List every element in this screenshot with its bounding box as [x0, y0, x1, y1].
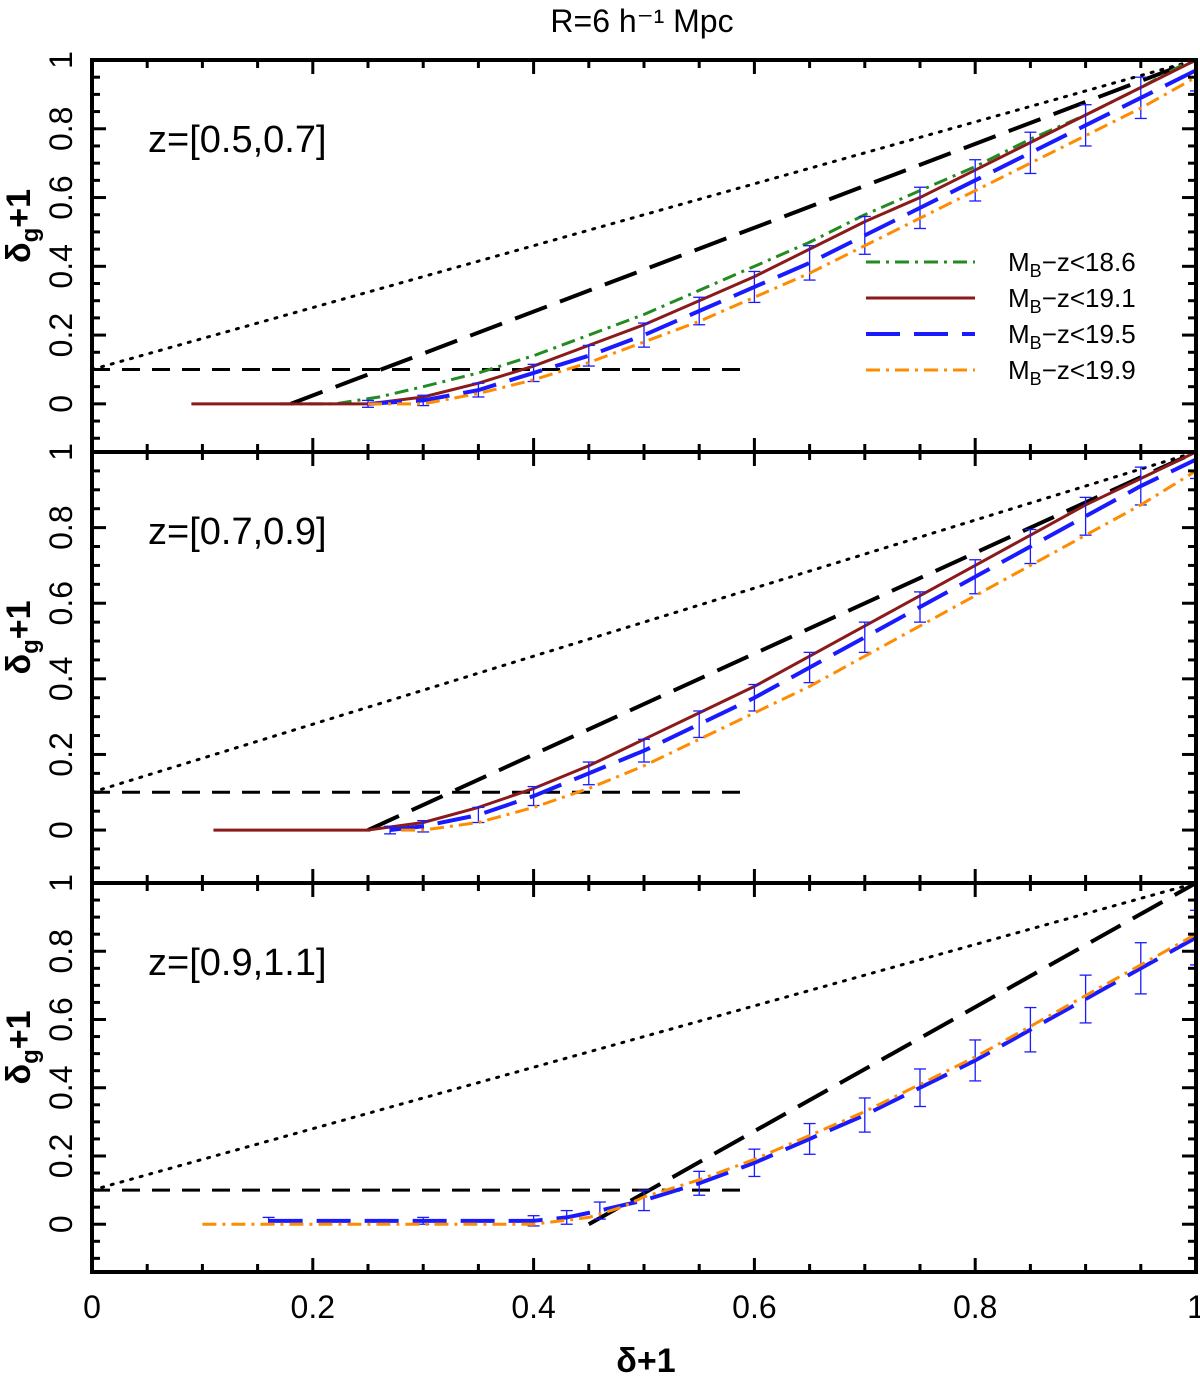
x-tick-label: 0 — [83, 1289, 101, 1325]
chart-title: R=6 h⁻¹ Mpc — [550, 3, 733, 39]
x-tick-label: 0.6 — [732, 1289, 776, 1325]
y-tick-label: 0.8 — [43, 929, 79, 973]
legend: MB−z<18.6MB−z<19.1MB−z<19.5MB−z<19.9 — [866, 247, 1136, 389]
x-tick-label: 0.2 — [291, 1289, 335, 1325]
y-axis-label-subscript: g — [17, 228, 44, 243]
legend-entry-subscript: B — [1030, 297, 1042, 317]
legend-entry-suffix: −z<19.5 — [1042, 319, 1136, 349]
y-tick-label: 0.4 — [43, 657, 79, 701]
legend-entry-label: MB−z<18.6 — [1008, 247, 1136, 281]
y-tick-label: 0 — [43, 395, 79, 413]
legend-entry-suffix: −z<19.1 — [1042, 283, 1136, 313]
panel-plot-area — [92, 60, 1196, 408]
y-tick-label: 0.6 — [43, 581, 79, 625]
legend-entry-suffix: −z<19.9 — [1042, 355, 1136, 385]
panel-plot-area — [92, 883, 1196, 1227]
x-tick-label: 1 — [1187, 1289, 1200, 1325]
y-tick-label: 1 — [43, 51, 79, 69]
y-axis-label-symbol: δ — [0, 654, 38, 675]
y-tick-label: 0.6 — [43, 997, 79, 1041]
y-tick-label: 0.4 — [43, 244, 79, 288]
series-line-mb-z-19-9 — [401, 469, 1196, 832]
y-axis-label-subscript: g — [17, 639, 44, 654]
y-tick-label: 0.2 — [43, 313, 79, 357]
legend-entry-label: MB−z<19.1 — [1008, 283, 1136, 317]
y-tick-label: 0.4 — [43, 1065, 79, 1109]
y-tick-label: 0.2 — [43, 732, 79, 776]
dotted-reference-line — [92, 452, 1196, 794]
y-axis-label: δg+1 — [0, 600, 44, 674]
y-tick-label: 0.8 — [43, 505, 79, 549]
y-axis-label-subscript: g — [17, 1049, 44, 1064]
y-axis-label-suffix: +1 — [0, 189, 38, 228]
panel-3: 0 0.2 0.4 0.6 0.8 1 δg+1 z=[0.9,1.1] — [0, 874, 1198, 1274]
longdash-reference-line — [367, 452, 1196, 832]
legend-entry-subscript: B — [1030, 261, 1042, 281]
y-tick-label: 0 — [43, 1215, 79, 1233]
y-axis-label: δg+1 — [0, 189, 44, 263]
y-axis-label: δg+1 — [0, 1010, 44, 1084]
series-line-mb-z-18-6 — [279, 62, 1186, 406]
y-tick-label: 0.2 — [43, 1134, 79, 1178]
legend-entry-subscript: B — [1030, 369, 1042, 389]
series-line-mb-z-19-5 — [367, 68, 1196, 406]
panel-redshift-label: z=[0.7,0.9] — [148, 511, 327, 553]
y-tick-label: 0.6 — [43, 175, 79, 219]
legend-entry-label: MB−z<19.5 — [1008, 319, 1136, 353]
x-tick-label: 0.8 — [953, 1289, 997, 1325]
panel-redshift-label: z=[0.5,0.7] — [148, 119, 327, 161]
plot-layer: 00.20.40.60.81δg+1z=[0.5,0.7]00.20.40.60… — [0, 51, 1200, 1325]
panel-2: 0 0.2 0.4 0.6 0.8 1 δg+1 z=[0.7,0.9] — [0, 443, 1198, 885]
legend-entry-suffix: −z<18.6 — [1042, 247, 1136, 277]
legend-entry-main: M — [1008, 355, 1030, 385]
panel-redshift-label: z=[0.9,1.1] — [148, 942, 327, 984]
series-line-mb-z-19-9 — [202, 932, 1196, 1226]
y-tick-label: 1 — [43, 443, 79, 461]
y-axis-label-suffix: +1 — [0, 1010, 38, 1049]
y-tick-label: 1 — [43, 874, 79, 892]
panel-plot-area — [92, 452, 1196, 835]
series-line-mb-z-19-1 — [191, 60, 1196, 406]
longdash-reference-line — [290, 60, 1196, 406]
series-line-mb-z-19-5 — [389, 457, 1196, 833]
series-line-mb-z-19-1 — [213, 452, 1196, 832]
x-tick-label: 0.4 — [511, 1289, 555, 1325]
dotted-reference-line — [92, 883, 1196, 1192]
legend-entry-label: MB−z<19.9 — [1008, 355, 1136, 389]
y-tick-label: 0.8 — [43, 107, 79, 151]
panel-1: 0 0.2 0.4 0.6 0.8 1 δg+1 z=[0.5,0.7] — [0, 51, 1198, 454]
legend-entry-subscript: B — [1030, 333, 1042, 353]
y-tick-label: 0 — [43, 821, 79, 839]
legend-entry-main: M — [1008, 283, 1030, 313]
x-axis-label: δ+1 — [616, 1342, 675, 1378]
y-axis-label-symbol: δ — [0, 1064, 38, 1085]
legend-entry-main: M — [1008, 319, 1030, 349]
legend-entry-main: M — [1008, 247, 1030, 277]
series-line-mb-z-19-5 — [268, 935, 1196, 1223]
dotted-reference-line — [92, 60, 1196, 371]
y-axis-label-symbol: δ — [0, 242, 38, 263]
y-axis-label-suffix: +1 — [0, 600, 38, 639]
longdash-reference-line — [587, 883, 1196, 1226]
